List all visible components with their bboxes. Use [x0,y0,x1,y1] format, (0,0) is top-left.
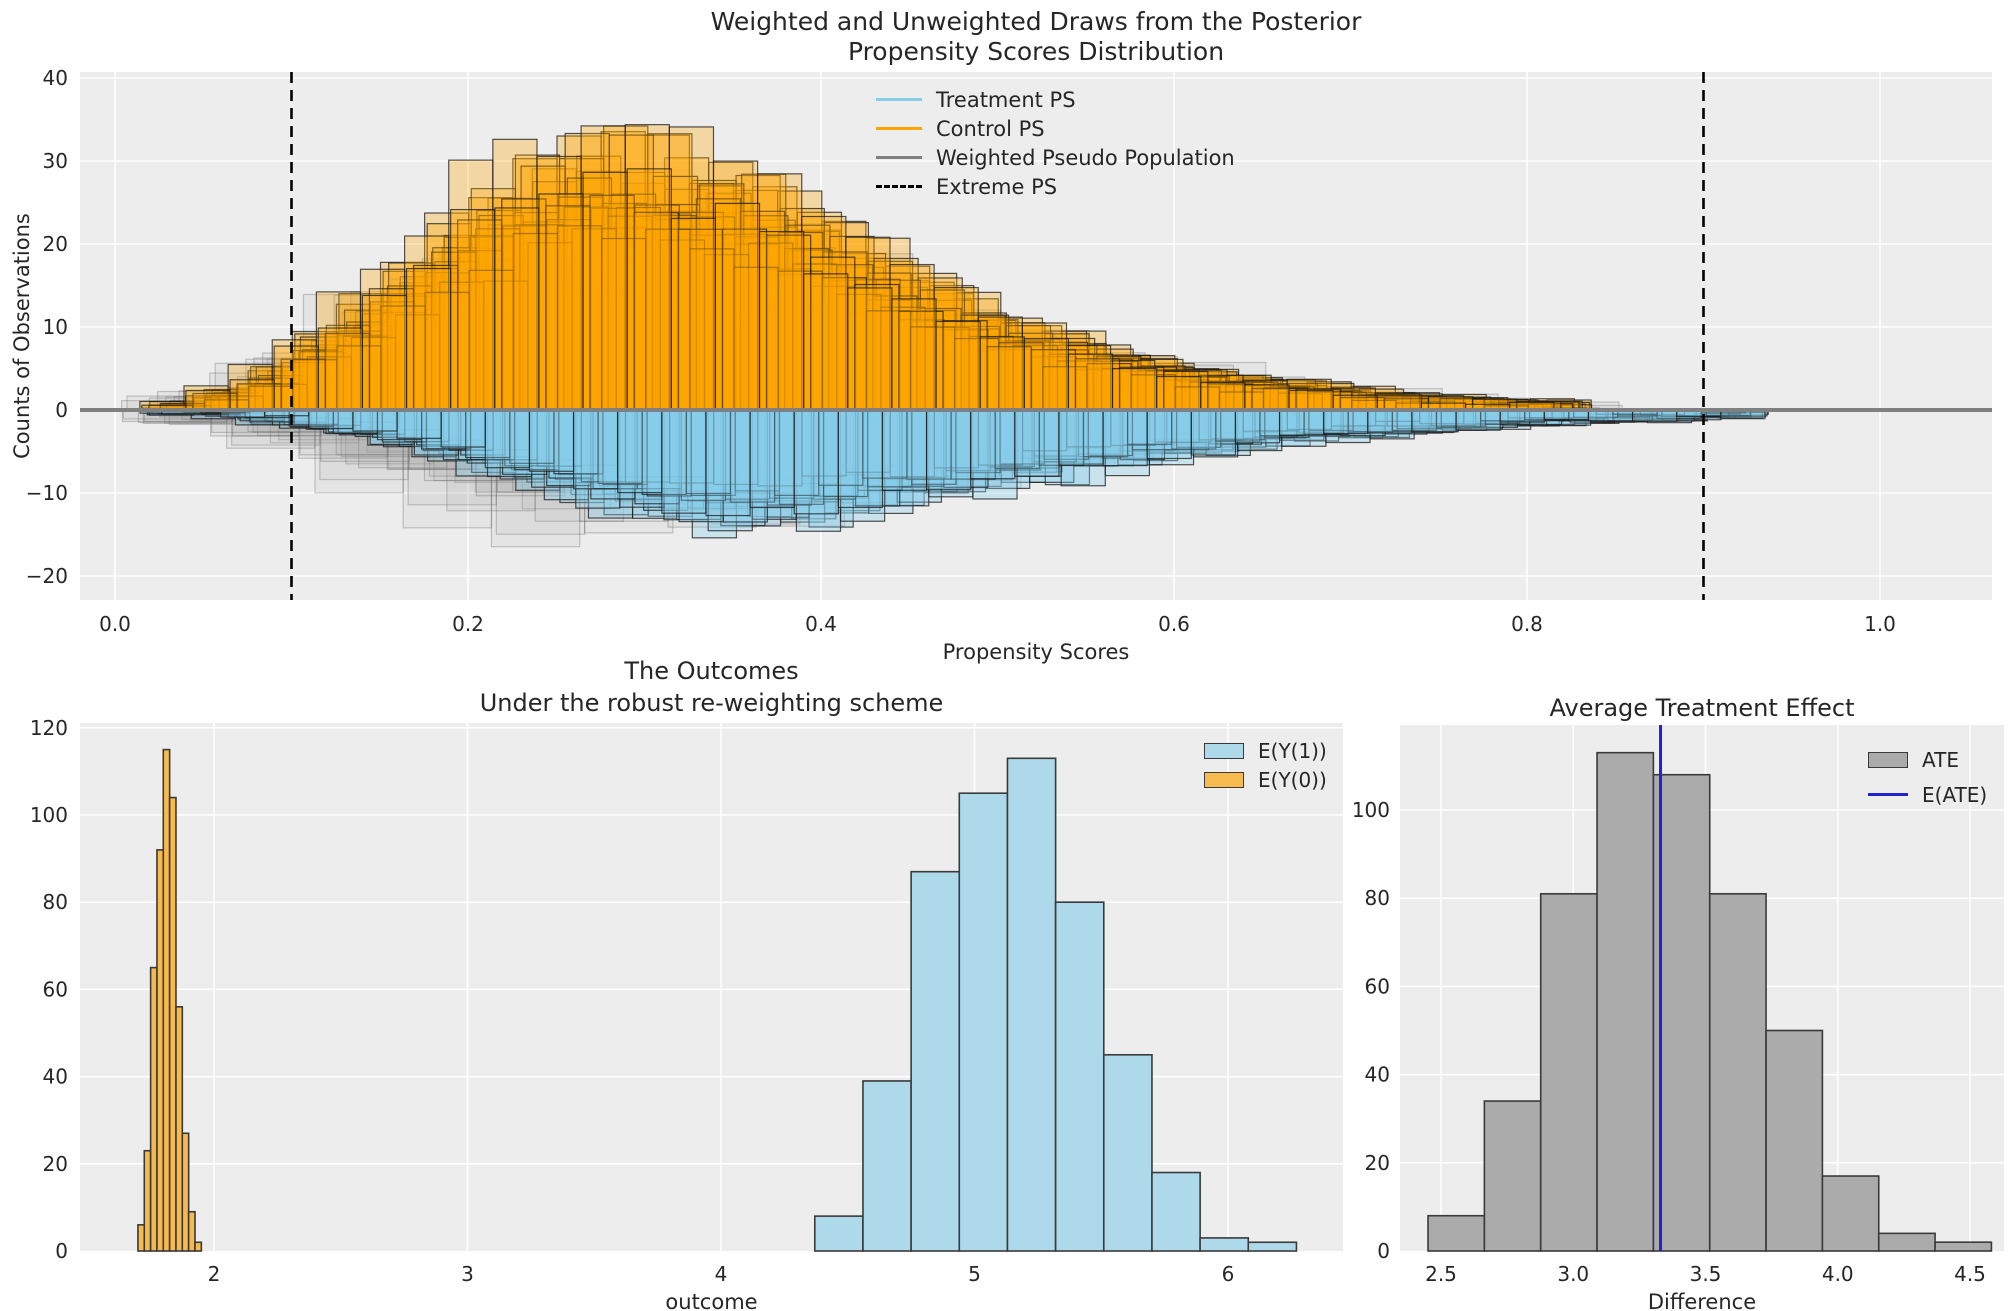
legend-label: ATE [1922,747,1959,772]
outcomes-xlabel: outcome [665,1290,758,1311]
top-chart-ylabel: Counts of Observations [10,213,34,459]
legend-swatch [1868,793,1908,796]
svg-text:4: 4 [715,1262,728,1286]
legend-swatch [876,98,922,101]
outcomes-legend: E(Y(1)) E(Y(0)) [1204,736,1327,794]
series-e-y-0 [137,748,203,1252]
legend-swatch [1204,742,1244,759]
svg-text:5: 5 [968,1262,981,1286]
svg-text:100: 100 [1352,798,1390,822]
legend-item-e-y-0: E(Y(0)) [1204,765,1327,794]
outcomes-title-line2: Under the robust re-weighting scheme [479,689,944,717]
propensity-scores-chart: 0.0 0.2 0.4 0.6 0.8 1.0 −20 −10 0 10 20 30 40 [26,66,1992,636]
legend-item-weighted-pseudo-population: Weighted Pseudo Population [876,143,1235,172]
svg-text:100: 100 [30,803,68,827]
svg-text:40: 40 [43,1065,68,1089]
legend-swatch [876,127,922,130]
ate-legend: ATE E(ATE) [1868,742,1987,812]
svg-text:40: 40 [1365,1063,1390,1087]
svg-text:0: 0 [55,1239,68,1263]
svg-text:0: 0 [55,398,68,422]
svg-text:80: 80 [1365,886,1390,910]
svg-text:3.0: 3.0 [1557,1262,1589,1286]
svg-text:4.0: 4.0 [1822,1262,1854,1286]
series-ate [1427,751,1993,1252]
legend-label: Treatment PS [936,87,1076,112]
svg-text:60: 60 [1365,974,1390,998]
top-chart-title-line2: Propensity Scores Distribution [847,37,1225,66]
svg-text:120: 120 [30,716,68,740]
svg-text:20: 20 [43,232,68,256]
outcomes-title-line1: The Outcomes [624,657,799,685]
top-chart-legend: Treatment PS Control PS Weighted Pseudo Po… [876,85,1235,201]
svg-text:6: 6 [1222,1262,1235,1286]
svg-text:3.5: 3.5 [1690,1262,1722,1286]
svg-text:20: 20 [43,1152,68,1176]
svg-text:0.2: 0.2 [452,612,484,636]
svg-text:2.5: 2.5 [1425,1262,1457,1286]
legend-label: E(Y(1)) [1258,738,1327,763]
legend-item-treatment-ps: Treatment PS [876,85,1235,114]
series-treatment-ps [139,409,1769,539]
svg-text:4.5: 4.5 [1954,1262,1986,1286]
svg-text:80: 80 [43,890,68,914]
legend-item-extreme-ps: Extreme PS [876,172,1235,201]
ate-chart: 2.5 3.0 3.5 4.0 4.5 0 20 40 60 80 100 [1352,725,2004,1286]
svg-text:10: 10 [43,315,68,339]
legend-item-control-ps: Control PS [876,114,1235,143]
legend-item-e-y-1: E(Y(1)) [1204,736,1327,765]
legend-swatch [1204,771,1244,788]
svg-text:0.0: 0.0 [99,612,131,636]
tick-labels: 0.0 0.2 0.4 0.6 0.8 1.0 −20 −10 0 10 20 30 40 [26,66,1896,636]
top-chart-xlabel: Propensity Scores [942,640,1130,664]
svg-text:0.6: 0.6 [1158,612,1190,636]
svg-text:40: 40 [43,66,68,90]
legend-label: Control PS [936,116,1045,141]
legend-item-e-ate: E(ATE) [1868,777,1987,812]
top-chart-title-line1: Weighted and Unweighted Draws from the P… [710,7,1362,36]
svg-text:30: 30 [43,149,68,173]
legend-swatch [876,185,922,188]
legend-label: Extreme PS [936,174,1058,199]
svg-text:1.0: 1.0 [1864,612,1896,636]
legend-swatch [1868,751,1908,768]
svg-text:−10: −10 [26,481,68,505]
tick-labels: 2.5 3.0 3.5 4.0 4.5 0 20 40 60 80 100 [1352,798,1986,1286]
svg-text:60: 60 [43,977,68,1001]
series-control-ps [139,124,1593,411]
legend-item-ate: ATE [1868,742,1987,777]
legend-label: Weighted Pseudo Population [936,145,1235,170]
svg-text:0: 0 [1377,1239,1390,1263]
svg-text:−20: −20 [26,564,68,588]
svg-text:20: 20 [1365,1151,1390,1175]
legend-label: E(ATE) [1922,782,1988,807]
svg-text:2: 2 [208,1262,221,1286]
svg-text:3: 3 [461,1262,474,1286]
series-e-y-1 [813,757,1298,1252]
ate-xlabel: Difference [1647,1290,1757,1311]
ate-title: Average Treatment Effect [1549,694,1855,722]
legend-swatch [876,156,922,159]
legend-label: E(Y(0)) [1258,767,1327,792]
svg-text:0.8: 0.8 [1511,612,1543,636]
svg-text:0.4: 0.4 [805,612,837,636]
